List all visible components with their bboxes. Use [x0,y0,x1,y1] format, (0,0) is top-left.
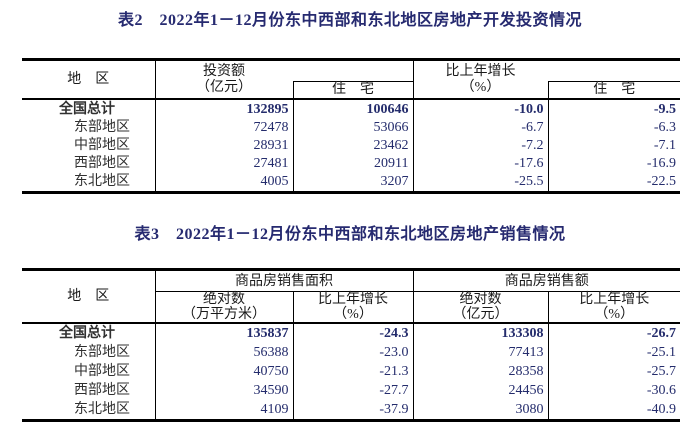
table-row: 东北地区 4005 3207 -25.5 -22.5 [22,173,680,193]
value-cell: -25.7 [646,364,676,379]
table2-header-gap1 [293,60,413,82]
region-cell: 中部地区 [22,137,156,155]
table2-body: 全国总计 132895 100646 -10.0 -9.5 东部地区 72478… [22,99,680,193]
table-row: 全国总计 135837 -24.3 133308 -26.7 [22,323,680,343]
table2-header: 地 区 投资额 （亿元） 比上年增长 （%） 住 宅 住 宅 [22,59,680,100]
value-cell: -27.7 [293,381,414,400]
region-cell: 全国总计 [22,323,156,343]
table-row: 中部地区 28931 23462 -7.2 -7.1 [22,137,680,155]
table2-header-investment-line2: （亿元） [196,79,252,95]
value-cell: 56388 [155,343,294,362]
table2: 地 区 投资额 （亿元） 比上年增长 （%） 住 宅 住 宅 全国总计 [22,58,680,194]
table3-header-group-amount: 商品房销售额 [413,269,680,292]
value-cell: -37.9 [293,400,414,421]
table3-header-area-abs: 绝对数 （万平方米） [155,291,294,324]
value-cell: 28358 [413,362,549,381]
value-cell: -40.9 [646,402,676,417]
value-cell: 3207 [293,173,414,193]
value-cell: -21.3 [293,362,414,381]
value-cell: -7.1 [653,138,676,153]
region-cell: 东部地区 [22,119,156,137]
table-row: 西部地区 34590 -27.7 24456 -30.6 [22,381,680,400]
value-cell: 4005 [155,173,294,193]
value-cell: 3080 [413,400,549,421]
value-cell: 28931 [155,137,294,155]
table3-header-group-area: 商品房销售面积 [155,269,414,292]
table3-header-amount-abs: 绝对数 （亿元） [413,291,549,324]
table3-header-row2: 绝对数 （万平方米） 比上年增长 （%） 绝对数 （亿元） 比上年增长 （%） [22,291,680,324]
value-cell: 77413 [413,343,549,362]
table-row: 中部地区 40750 -21.3 28358 -25.7 [22,362,680,381]
region-cell: 中部地区 [22,362,156,381]
value-cell: 23462 [293,137,414,155]
table-row: 东北地区 4109 -37.9 3080 -40.9 [22,400,680,421]
table2-header-row1: 地 区 投资额 （亿元） 比上年增长 （%） [22,59,680,100]
value-cell: 135837 [155,323,294,343]
table2-header-row2: 住 宅 住 宅 [22,81,680,100]
value-cell: -6.3 [653,120,676,135]
table3: 地 区 商品房销售面积 商品房销售额 绝对数 （万平方米） 比上年增长 （%） … [22,268,680,422]
value-cell: 132895 [155,99,294,119]
table3-body: 全国总计 135837 -24.3 133308 -26.7 东部地区 5638… [22,323,680,421]
table2-header-gap2 [548,60,680,82]
table2-header-growth-line2: （%） [460,79,501,95]
region-cell: 全国总计 [22,99,156,119]
value-cell: -22.5 [646,174,676,189]
value-cell: -25.1 [646,345,676,360]
table3-header-amount-growth: 比上年增长 （%） [548,291,680,324]
value-cell: -26.7 [646,326,676,341]
value-cell: -25.5 [413,173,549,193]
value-cell: -10.0 [413,99,549,119]
value-cell: 4109 [155,400,294,421]
value-cell: 133308 [413,323,549,343]
table2-header-growth-line1: 比上年增长 [445,63,516,79]
table3-header-amount-abs-line2: （亿元） [452,307,509,322]
value-cell: 40750 [155,362,294,381]
table2-header-growth: 比上年增长 （%） [412,59,548,100]
table3-header-amount-growth-line2: （%） [594,307,635,322]
table-row: 全国总计 132895 100646 -10.0 -9.5 [22,99,680,119]
table3-header-area-growth-line1: 比上年增长 [318,292,388,307]
value-cell: 72478 [155,119,294,137]
table-row: 东部地区 72478 53066 -6.7 -6.3 [22,119,680,137]
table-row: 西部地区 27481 20911 -17.6 -16.9 [22,155,680,173]
table3-header-area-abs-line1: 绝对数 [203,292,245,307]
table3-header-region: 地 区 [22,269,156,324]
value-cell: -24.3 [293,323,414,343]
table3-header-area-abs-line2: （万平方米） [182,307,266,322]
region-cell: 东部地区 [22,343,156,362]
value-cell: -7.2 [413,137,549,155]
table3-header-row1: 地 区 商品房销售面积 商品房销售额 [22,269,680,324]
table2-header-residential-1: 住 宅 [292,81,413,100]
table2-header-region: 地 区 [22,59,156,100]
region-cell: 西部地区 [22,381,156,400]
table3-header: 地 区 商品房销售面积 商品房销售额 绝对数 （万平方米） 比上年增长 （%） … [22,269,680,324]
value-cell: -23.0 [293,343,414,362]
region-cell: 东北地区 [22,400,156,421]
value-cell: 34590 [155,381,294,400]
value-cell: -30.6 [646,383,676,398]
value-cell: -17.6 [413,155,549,173]
value-cell: -9.5 [653,101,676,117]
table2-header-investment-line1: 投资额 [203,63,245,79]
value-cell: 20911 [293,155,414,173]
value-cell: 27481 [155,155,294,173]
region-cell: 西部地区 [22,155,156,173]
value-cell: -6.7 [413,119,549,137]
table3-header-area-growth-line2: （%） [333,307,373,322]
value-cell: 24456 [413,381,549,400]
value-cell: 100646 [293,99,414,119]
table2-header-residential-2: 住 宅 [547,81,680,100]
table2-title: 表2 2022年1－12月份东中西部和东北地区房地产开发投资情况 [117,12,582,29]
table3-title: 表3 2022年1－12月份东中西部和东北地区房地产销售情况 [134,226,566,243]
table3-header-amount-abs-line1: 绝对数 [459,292,502,307]
region-cell: 东北地区 [22,173,156,193]
table3-header-amount-growth-line1: 比上年增长 [579,292,650,307]
table2-header-investment: 投资额 （亿元） [155,59,293,100]
table3-header-area-growth: 比上年增长 （%） [293,291,414,324]
value-cell: 53066 [293,119,414,137]
table-row: 东部地区 56388 -23.0 77413 -25.1 [22,343,680,362]
value-cell: -16.9 [646,156,676,171]
